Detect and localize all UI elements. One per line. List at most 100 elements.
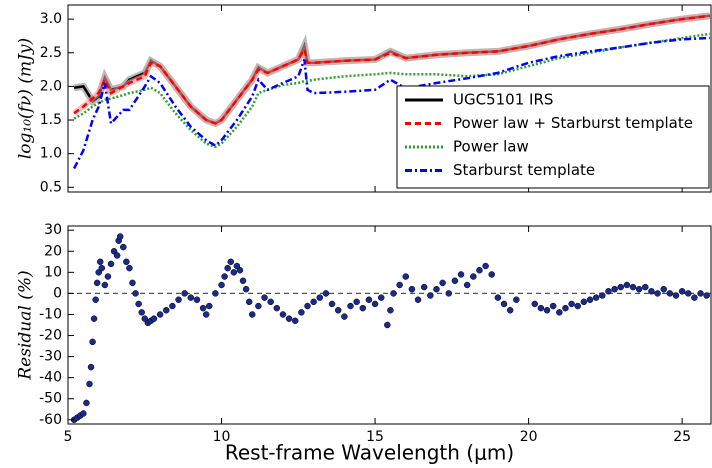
- data-point: [230, 269, 238, 276]
- data-point: [126, 264, 133, 272]
- data-point: [221, 273, 228, 280]
- data-point: [396, 281, 403, 289]
- data-point: [187, 294, 195, 301]
- legend-label: Power law + Starburst template: [453, 114, 693, 132]
- data-point: [156, 311, 164, 318]
- data-point: [175, 296, 182, 303]
- data-point: [387, 307, 394, 314]
- y-tick-label: -20: [39, 328, 62, 344]
- data-point: [169, 302, 176, 310]
- data-point: [642, 283, 649, 291]
- y-tick-label: 0: [53, 285, 62, 301]
- legend-label: UGC5101 IRS: [453, 91, 553, 109]
- legend-label: Starburst template: [453, 161, 595, 179]
- data-point: [80, 410, 87, 417]
- data-point: [261, 294, 268, 301]
- series-line: [73, 14, 710, 125]
- x-tick-label: 20: [520, 429, 538, 445]
- data-point: [285, 315, 293, 322]
- data-point: [629, 283, 637, 291]
- data-point: [242, 285, 250, 293]
- data-point: [96, 258, 104, 266]
- data-point: [439, 279, 446, 287]
- data-point: [476, 266, 483, 274]
- data-point: [654, 290, 661, 297]
- y-tick-label: 0.5: [40, 179, 62, 195]
- data-point: [353, 298, 360, 306]
- axes-frame: [67, 4, 712, 193]
- data-point: [513, 296, 520, 303]
- data-point: [83, 399, 90, 407]
- data-point: [445, 290, 453, 297]
- data-point: [98, 264, 106, 272]
- data-point: [568, 300, 575, 308]
- data-point: [556, 309, 563, 316]
- data-point: [328, 300, 336, 308]
- data-point: [562, 304, 569, 312]
- x-tick-label: 5: [64, 429, 73, 445]
- data-point: [427, 292, 434, 299]
- data-point: [89, 338, 96, 346]
- data-point: [500, 300, 508, 308]
- legend-box: [396, 85, 710, 189]
- x-tick-label: 10: [213, 429, 231, 445]
- data-point: [218, 281, 225, 289]
- y-tick-label: -60: [39, 412, 62, 428]
- data-point: [549, 302, 557, 310]
- y-tick-label: -50: [39, 391, 62, 407]
- x-axis-label: Rest-frame Wavelength (μm): [225, 441, 514, 465]
- data-point: [685, 290, 692, 297]
- data-point: [227, 258, 234, 266]
- data-point: [463, 281, 471, 289]
- data-point: [113, 252, 121, 259]
- data-point: [457, 271, 465, 278]
- data-point: [273, 304, 281, 312]
- data-point: [648, 288, 655, 295]
- data-point: [377, 294, 385, 301]
- data-point: [181, 290, 188, 297]
- y-tick-label: -10: [39, 306, 62, 322]
- data-point: [255, 302, 262, 310]
- data-point: [697, 290, 704, 297]
- y-axis-label: log₁₀(fν) (mJy): [16, 38, 36, 159]
- data-point: [279, 311, 287, 318]
- data-point: [365, 296, 373, 303]
- data-point: [104, 273, 112, 280]
- data-point: [334, 307, 342, 314]
- data-point: [390, 290, 397, 297]
- data-point: [543, 307, 551, 314]
- y-tick-label: 2.0: [40, 78, 62, 94]
- data-point: [316, 294, 324, 301]
- y-tick-label: 10: [44, 264, 62, 280]
- data-point: [580, 298, 588, 306]
- data-point: [206, 302, 213, 310]
- data-point: [678, 288, 686, 295]
- data-point: [245, 298, 253, 306]
- data-point: [599, 292, 606, 299]
- x-tick-label: 25: [673, 429, 691, 445]
- data-point: [90, 315, 98, 322]
- data-point: [224, 264, 231, 272]
- data-point: [433, 285, 440, 293]
- data-point: [310, 298, 317, 306]
- axes-frame: [67, 225, 712, 425]
- data-point: [304, 302, 311, 310]
- data-point: [470, 273, 477, 280]
- data-point: [482, 262, 489, 270]
- data-point: [101, 281, 109, 289]
- plot-area: [72, 12, 711, 170]
- data-point: [451, 277, 459, 285]
- data-point: [506, 307, 514, 314]
- data-point: [420, 283, 428, 291]
- data-point: [586, 296, 594, 303]
- y-tick-label: -30: [39, 349, 62, 365]
- data-point: [193, 296, 201, 303]
- data-point: [623, 281, 631, 289]
- data-point: [248, 311, 256, 318]
- x-tick-label: 15: [366, 429, 384, 445]
- data-point: [703, 292, 710, 299]
- y-axis-label: Residual (%): [16, 270, 36, 380]
- y-tick-label: 30: [44, 222, 62, 238]
- data-point: [408, 285, 416, 293]
